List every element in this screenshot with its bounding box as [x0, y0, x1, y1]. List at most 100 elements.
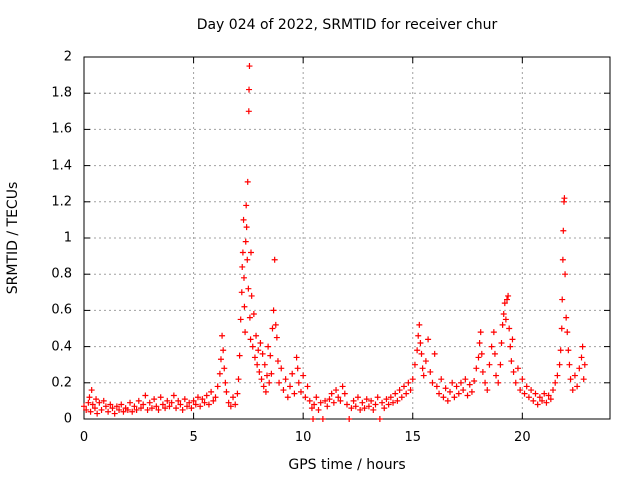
data-point	[85, 399, 92, 406]
data-point	[248, 292, 255, 299]
data-point	[493, 372, 500, 379]
y-axis-label: SRMTID / TECUs	[5, 181, 21, 295]
data-point	[532, 390, 539, 397]
data-point	[315, 406, 322, 413]
data-point	[270, 307, 277, 314]
data-point	[199, 396, 206, 403]
data-point	[476, 339, 483, 346]
data-point	[319, 416, 326, 422]
data-point	[471, 377, 478, 384]
data-point	[453, 383, 460, 390]
data-point	[581, 361, 588, 368]
data-point	[385, 401, 392, 408]
data-point	[251, 354, 258, 361]
data-point	[436, 390, 443, 397]
data-point	[477, 329, 484, 336]
data-point	[557, 347, 564, 354]
data-point	[482, 379, 489, 386]
data-point	[289, 370, 296, 377]
data-point	[166, 403, 173, 410]
data-point	[394, 397, 401, 404]
data-point	[197, 403, 204, 410]
data-point	[247, 336, 254, 343]
data-point	[418, 350, 425, 357]
data-point	[562, 271, 569, 278]
data-point	[348, 405, 355, 412]
data-point	[261, 361, 268, 368]
data-point	[475, 354, 482, 361]
data-point	[328, 390, 335, 397]
data-point	[519, 376, 526, 383]
data-point	[107, 401, 114, 408]
data-point	[227, 403, 234, 410]
data-point	[223, 388, 230, 395]
data-point	[370, 406, 377, 413]
data-point	[558, 325, 565, 332]
data-point	[217, 356, 224, 363]
data-point	[543, 399, 550, 406]
data-point	[510, 368, 517, 375]
data-point	[179, 406, 186, 413]
data-point	[105, 408, 112, 415]
y-tick-label: 2	[63, 49, 72, 65]
data-point	[188, 405, 195, 412]
data-point	[249, 343, 256, 350]
data-point	[407, 387, 414, 394]
data-point	[550, 387, 557, 394]
data-point	[255, 347, 262, 354]
data-point	[545, 392, 552, 399]
data-point	[205, 401, 212, 408]
data-point	[505, 292, 512, 299]
data-point	[574, 383, 581, 390]
data-point	[559, 296, 566, 303]
data-point	[415, 332, 422, 339]
data-point	[96, 399, 103, 406]
data-point	[405, 379, 412, 386]
data-point	[509, 336, 516, 343]
data-point	[190, 397, 197, 404]
data-point	[102, 403, 109, 410]
data-point	[488, 343, 495, 350]
data-point	[447, 388, 454, 395]
data-point	[230, 394, 237, 401]
data-point	[335, 394, 342, 401]
data-point	[566, 361, 573, 368]
data-point	[98, 406, 105, 413]
data-point	[552, 379, 559, 386]
data-point	[330, 399, 337, 406]
y-tick-label: 0.4	[51, 339, 72, 355]
data-point	[222, 379, 229, 386]
data-point	[444, 397, 451, 404]
data-point	[411, 361, 418, 368]
data-point	[264, 372, 271, 379]
data-point	[438, 376, 445, 383]
data-point	[124, 406, 131, 413]
data-point	[239, 263, 246, 270]
data-point	[153, 403, 160, 410]
data-point	[403, 390, 410, 397]
data-point	[88, 387, 95, 394]
x-tick-label: 20	[514, 430, 531, 445]
data-point	[455, 390, 462, 397]
data-point	[168, 399, 175, 406]
data-point	[269, 325, 276, 332]
data-point	[344, 401, 350, 408]
data-point	[365, 403, 372, 410]
data-point	[341, 390, 348, 397]
data-point	[246, 314, 253, 321]
y-tick-label: 0.2	[51, 375, 72, 391]
data-point	[268, 370, 275, 377]
data-point	[449, 379, 456, 386]
x-axis-label: GPS time / hours	[288, 457, 406, 473]
data-point	[175, 397, 182, 404]
data-point	[295, 379, 302, 386]
data-point	[240, 216, 247, 223]
data-point	[337, 397, 344, 404]
data-point	[243, 202, 250, 209]
data-point	[576, 365, 583, 372]
data-point	[451, 394, 458, 401]
data-point	[339, 383, 346, 390]
data-point	[506, 325, 513, 332]
data-point	[151, 396, 158, 403]
